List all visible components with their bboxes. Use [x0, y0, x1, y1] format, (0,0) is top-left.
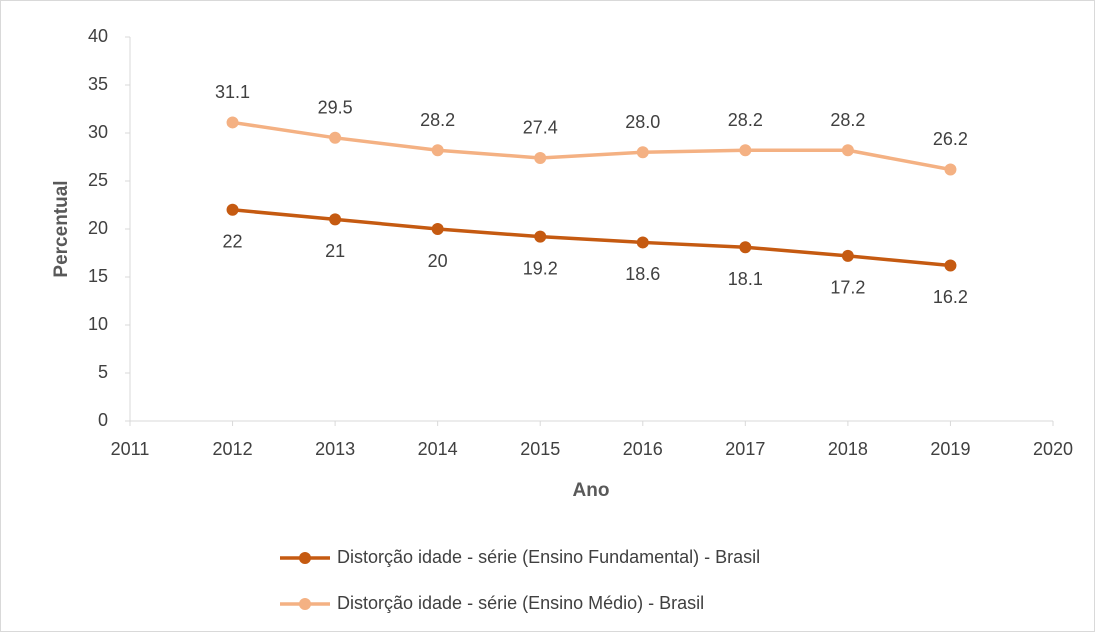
- data-point: [226, 116, 239, 129]
- data-point: [944, 163, 957, 176]
- data-point: [329, 213, 342, 226]
- x-tick-label: 2018: [828, 439, 868, 459]
- series-line: [232, 120, 951, 172]
- data-point: [534, 230, 547, 243]
- data-label: 20: [428, 251, 448, 271]
- x-tick-label: 2017: [725, 439, 765, 459]
- data-point: [841, 144, 854, 157]
- data-label: 28.0: [625, 112, 660, 132]
- x-tick-label: 2012: [213, 439, 253, 459]
- series-line: [232, 208, 951, 268]
- x-tick-label: 2015: [520, 439, 560, 459]
- legend-marker: [299, 598, 311, 610]
- x-tick-label: 2014: [418, 439, 458, 459]
- y-tick-label: 5: [98, 362, 108, 382]
- data-point: [739, 241, 752, 254]
- legend-marker: [299, 552, 311, 564]
- y-tick-label: 20: [88, 218, 108, 238]
- data-point: [636, 146, 649, 159]
- x-tick-label: 2019: [930, 439, 970, 459]
- data-point: [534, 151, 547, 164]
- x-tick-label: 2016: [623, 439, 663, 459]
- data-label: 18.1: [728, 269, 763, 289]
- data-point: [944, 259, 957, 272]
- legend-label: Distorção idade - série (Ensino Médio) -…: [337, 593, 704, 613]
- data-label: 29.5: [318, 98, 353, 118]
- y-tick-label: 15: [88, 266, 108, 286]
- x-tick-label: 2013: [315, 439, 355, 459]
- data-point: [226, 203, 239, 216]
- data-label: 21: [325, 241, 345, 261]
- data-point: [431, 223, 444, 235]
- y-axis-title: Percentual: [51, 180, 72, 277]
- data-label: 28.2: [830, 110, 865, 130]
- x-axis-title: Ano: [573, 480, 610, 501]
- x-tick-label: 2011: [111, 439, 150, 459]
- y-tick-label: 40: [88, 26, 108, 46]
- data-point: [431, 144, 444, 157]
- data-point: [329, 131, 342, 144]
- data-label: 28.2: [728, 110, 763, 130]
- y-tick-label: 30: [88, 122, 108, 142]
- data-label: 27.4: [523, 118, 558, 138]
- data-point: [636, 236, 649, 249]
- data-label: 16.2: [933, 287, 968, 307]
- data-label: 17.2: [830, 278, 865, 298]
- legend-label: Distorção idade - série (Ensino Fundamen…: [337, 547, 760, 567]
- data-label: 18.6: [625, 264, 660, 284]
- data-point: [739, 144, 752, 157]
- y-tick-label: 10: [88, 314, 108, 334]
- x-tick-label: 2020: [1033, 439, 1073, 459]
- data-label: 22: [223, 232, 243, 252]
- data-label: 31.1: [215, 82, 250, 102]
- data-label: 28.2: [420, 110, 455, 130]
- y-tick-label: 35: [88, 74, 108, 94]
- data-point: [841, 249, 854, 262]
- y-tick-label: 25: [88, 170, 108, 190]
- data-label: 19.2: [523, 258, 558, 278]
- y-tick-label: 0: [98, 410, 108, 430]
- data-label: 26.2: [933, 129, 968, 149]
